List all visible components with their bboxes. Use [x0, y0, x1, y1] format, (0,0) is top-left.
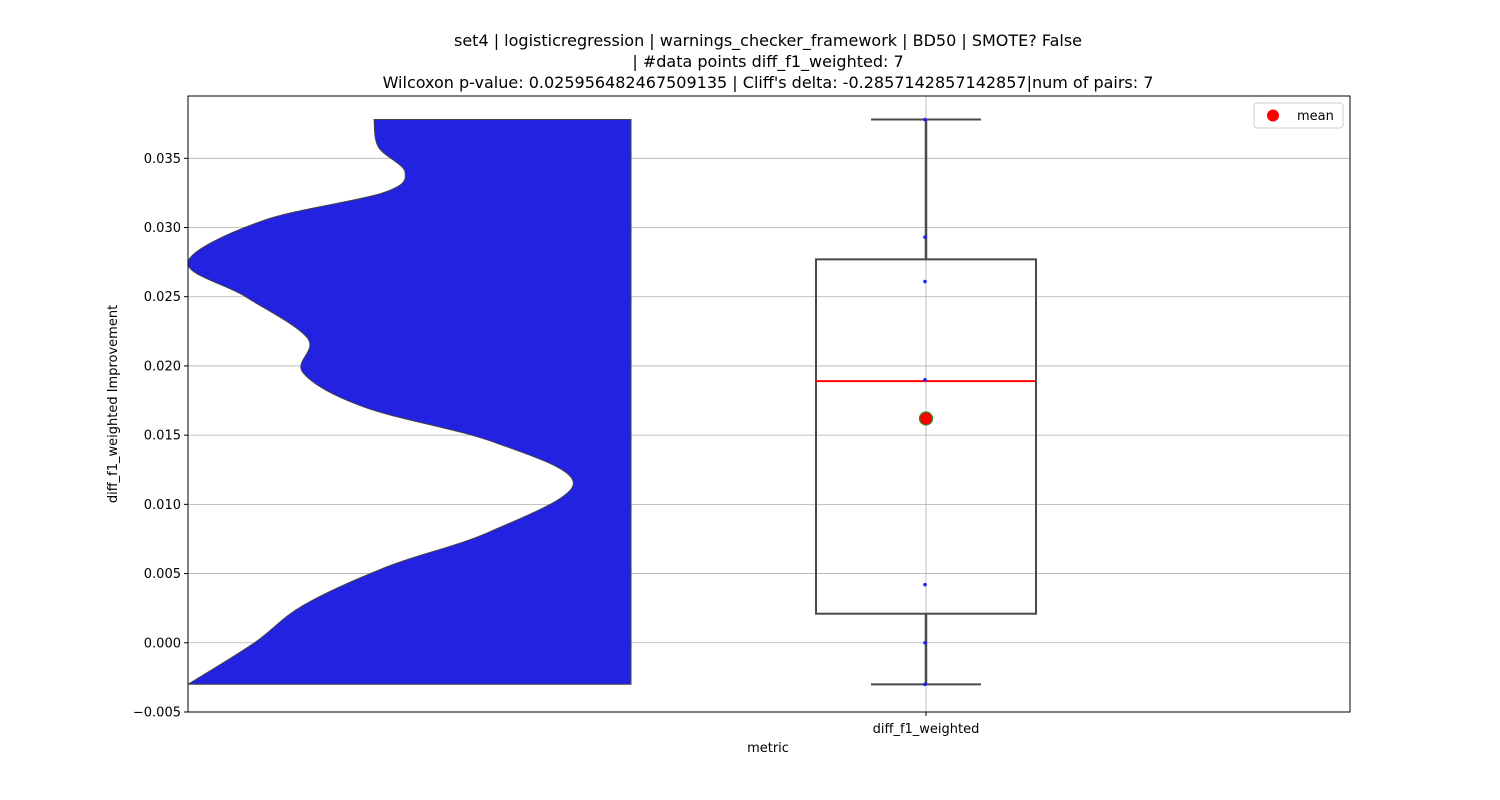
data-points [923, 117, 927, 687]
y-tick-label-7: 0.030 [144, 221, 181, 236]
y-tick-label-8: 0.035 [144, 152, 181, 167]
legend: mean [1253, 102, 1344, 129]
title-line-3: Wilcoxon p-value: 0.025956482467509135 |… [383, 73, 1154, 92]
x-axis-ticks: diff_f1_weighted [873, 712, 980, 737]
y-tick-label-4: 0.015 [144, 429, 181, 444]
data-point-0 [923, 682, 927, 687]
y-tick-label-2: 0.005 [144, 567, 181, 582]
y-tick-label-1: 0.000 [144, 636, 181, 651]
x-axis-label: metric [747, 741, 789, 756]
violin-body [188, 119, 632, 685]
y-axis-ticks: −0.005 0.000 0.005 0.010 0.015 0.020 0.025 0.03… [133, 152, 188, 721]
y-axis-label: diff_f1_weighted Improvement [106, 305, 121, 503]
legend-box [1253, 102, 1344, 129]
legend-mean-marker [1267, 109, 1279, 122]
legend-mean-label: mean [1297, 109, 1334, 124]
data-point-4 [923, 279, 927, 284]
y-tick-label-5: 0.020 [144, 359, 181, 374]
y-tick-label-3: 0.010 [144, 498, 181, 513]
data-point-5 [923, 235, 927, 239]
y-tick-label-6: 0.025 [144, 290, 181, 305]
x-tick-label-0: diff_f1_weighted [873, 722, 980, 737]
mean-marker [918, 411, 934, 426]
box-iqr [815, 258, 1037, 615]
data-point-3 [923, 377, 927, 382]
violin-layer [188, 119, 632, 685]
data-point-2 [923, 582, 927, 587]
data-point-1 [923, 640, 927, 645]
data-point-6 [923, 117, 927, 122]
title-line-1: set4 | logisticregression | warnings_che… [454, 31, 1082, 51]
title-line-2: | #data points diff_f1_weighted: 7 [632, 52, 903, 72]
y-tick-label-0: −0.005 [133, 706, 181, 721]
chart-title: set4 | logisticregression | warnings_che… [383, 31, 1154, 92]
plot-frame [187, 95, 1351, 713]
